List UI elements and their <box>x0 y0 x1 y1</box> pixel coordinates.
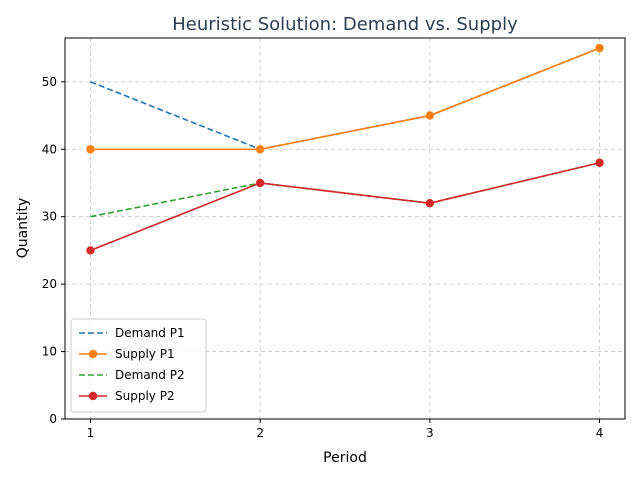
series-line-demand-p2 <box>90 161 600 218</box>
series-line-supply-p2 <box>90 161 600 252</box>
data-point-supply-p2 <box>86 246 95 255</box>
data-point-supply-p1 <box>86 145 95 154</box>
legend-label-demand-p1: Demand P1 <box>115 326 185 340</box>
legend-label-demand-p2: Demand P2 <box>115 368 185 382</box>
series-line-supply-p1 <box>90 47 600 151</box>
y-tick-label: 20 <box>42 277 57 291</box>
series-line-demand-p1 <box>90 47 600 151</box>
x-tick-label: 4 <box>596 426 604 440</box>
x-tick-label: 2 <box>256 426 264 440</box>
legend-label-supply-p2: Supply P2 <box>115 389 175 403</box>
data-point-supply-p2 <box>255 178 265 188</box>
legend-marker-supply-p1 <box>88 349 98 359</box>
x-axis-label: Period <box>323 450 367 466</box>
data-point-supply-p2 <box>425 199 435 208</box>
series-lines <box>86 43 604 255</box>
data-point-supply-p2 <box>595 158 604 167</box>
x-tick-label: 1 <box>87 426 95 440</box>
legend: Demand P1 Supply P1 Demand P2 Supply P2 <box>70 318 207 413</box>
plot-frame <box>64 37 626 420</box>
data-point-supply-p1 <box>425 111 435 120</box>
y-tick-label: 0 <box>49 412 57 426</box>
chart-title: Heuristic Solution: Demand vs. Supply <box>172 14 518 35</box>
data-point-supply-p1 <box>595 43 604 53</box>
y-tick-label: 50 <box>42 75 57 89</box>
legend-box <box>70 318 207 413</box>
data-point-supply-p1 <box>255 145 265 154</box>
y-tick-label: 10 <box>42 345 57 359</box>
legend-marker-supply-p2 <box>88 391 98 401</box>
x-tick-label: 3 <box>426 426 434 440</box>
legend-label-supply-p1: Supply P1 <box>115 347 175 361</box>
y-axis-label: Quantity <box>15 198 31 259</box>
y-tick-label: 30 <box>42 210 57 224</box>
y-tick-label: 40 <box>42 142 57 156</box>
